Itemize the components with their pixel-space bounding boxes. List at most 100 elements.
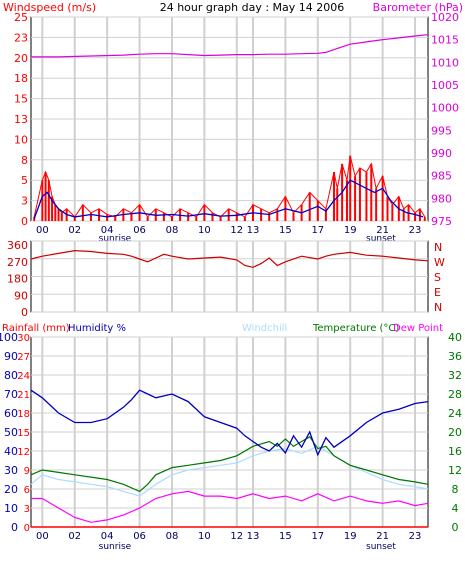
direction-tick-label: 360 xyxy=(7,239,28,252)
hour-tick-label: 17 xyxy=(311,225,324,236)
rainfall-tick-label: 15 xyxy=(17,428,30,439)
hour-tick-label: 00 xyxy=(36,225,49,236)
temperature-tick-label: 32 xyxy=(448,369,462,382)
barometer-right-ticks: 975 980 985 990 995 1000 1005 1010 1015 1020 xyxy=(431,11,459,228)
temperature-tick-label: 40 xyxy=(448,331,462,344)
temperature-tick-label: 24 xyxy=(448,407,462,420)
compass-label: W xyxy=(434,256,445,269)
windchill-line xyxy=(30,445,429,497)
rain-ticks: 0 3 6 9 12 15 18 21 24 27 30 xyxy=(17,333,30,534)
temperature-tick-label: 4 xyxy=(452,502,459,515)
humidity-tick-label: 100 xyxy=(0,331,18,344)
humidity-tick-label: 70 xyxy=(4,388,18,401)
hour-tick-label: 06 xyxy=(133,225,146,236)
windspeed-tick-label: 15 xyxy=(14,93,28,106)
humidity-tick-label: 80 xyxy=(4,369,18,382)
rainfall-tick-label: 18 xyxy=(17,409,30,420)
hour-tick-label: 08 xyxy=(166,225,179,236)
compass-label: N xyxy=(434,301,442,314)
humidity-tick-label: 50 xyxy=(4,426,18,439)
windspeed-tick-label: 10 xyxy=(14,133,28,146)
wind-left-ticks: 0 3 5 8 10 13 15 18 20 23 25 xyxy=(14,11,28,228)
barometer-tick-label: 1000 xyxy=(431,102,459,115)
temperature-panel-series xyxy=(30,389,429,528)
rainfall-tick-label: 9 xyxy=(24,466,30,477)
humidity-line xyxy=(30,389,429,457)
windspeed-tick-label: 25 xyxy=(14,11,28,24)
sunset-label-bottom: sunset xyxy=(366,542,396,552)
hour-tick-label: 10 xyxy=(198,225,211,236)
direction-tick-label: 90 xyxy=(14,289,28,302)
rainfall-axis-label: Rainfall (mm) xyxy=(2,323,70,334)
windspeed-tick-label: 13 xyxy=(14,113,28,126)
windspeed-axis-label: Windspeed (m/s) xyxy=(3,1,96,14)
compass-label: E xyxy=(434,286,441,299)
temperature-tick-label: 0 xyxy=(452,521,459,534)
direction-series xyxy=(30,249,429,268)
humidity-tick-label: 0 xyxy=(11,521,18,534)
hour-tick-label: 12 xyxy=(230,531,243,542)
humidity-left-ticks: 0 10 20 30 40 50 60 70 80 90 100 xyxy=(0,331,18,534)
hour-tick-label: 21 xyxy=(376,531,389,542)
windspeed-tick-label: 18 xyxy=(14,72,28,85)
hour-tick-label: 19 xyxy=(344,531,357,542)
hour-tick-label: 15 xyxy=(279,531,292,542)
rainfall-tick-label: 24 xyxy=(17,371,30,382)
barometer-line xyxy=(31,34,429,58)
rainfall-tick-label: 3 xyxy=(24,504,30,515)
direction-tick-label: 0 xyxy=(21,306,28,319)
direction-left-ticks: 0 90 180 270 360 xyxy=(7,239,28,319)
humidity-tick-label: 20 xyxy=(4,483,18,496)
temperature-tick-label: 20 xyxy=(448,426,462,439)
hour-tick-label: 02 xyxy=(68,225,81,236)
hour-tick-label: 12 xyxy=(230,225,243,236)
humidity-tick-label: 10 xyxy=(4,502,18,515)
barometer-tick-label: 975 xyxy=(431,215,452,228)
temperature-x-ticks: 00 02 04 06 08 10 12 13 15 17 19 21 23 xyxy=(36,531,421,542)
temperature-tick-label: 16 xyxy=(448,445,462,458)
hour-tick-label: 08 xyxy=(166,531,179,542)
hour-tick-label: 23 xyxy=(409,531,422,542)
windspeed-tick-label: 20 xyxy=(14,52,28,65)
barometer-tick-label: 1015 xyxy=(431,34,459,47)
wind-average-line xyxy=(33,179,424,219)
barometer-axis-label: Barometer (hPa) xyxy=(373,1,463,14)
humidity-tick-label: 30 xyxy=(4,464,18,477)
hour-tick-label: 15 xyxy=(279,225,292,236)
temperature-tick-label: 8 xyxy=(452,483,459,496)
temperature-right-ticks: 0 4 8 12 16 20 24 28 32 36 40 xyxy=(448,331,462,534)
rainfall-tick-label: 30 xyxy=(17,333,30,344)
hour-tick-label: 19 xyxy=(344,225,357,236)
barometer-tick-label: 980 xyxy=(431,192,452,205)
hour-tick-label: 13 xyxy=(247,531,260,542)
chart-title: 24 hour graph day : May 14 2006 xyxy=(160,1,345,14)
humidity-tick-label: 60 xyxy=(4,407,18,420)
hour-tick-label: 10 xyxy=(198,531,211,542)
rainfall-tick-label: 6 xyxy=(24,485,30,496)
direction-tick-label: 270 xyxy=(7,256,28,269)
hour-tick-label: 04 xyxy=(101,225,114,236)
windchill-axis-label: Windchill xyxy=(242,323,287,334)
wind-direction-line xyxy=(30,249,429,268)
rainfall-tick-label: 21 xyxy=(17,390,30,401)
hour-tick-label: 04 xyxy=(101,531,114,542)
dewpoint-line xyxy=(31,490,429,523)
rainfall-tick-label: 0 xyxy=(24,523,30,534)
hour-tick-label: 17 xyxy=(311,531,324,542)
hour-tick-label: 21 xyxy=(376,225,389,236)
temperature-tick-label: 28 xyxy=(448,388,462,401)
sunrise-label-top: sunrise xyxy=(99,234,132,244)
temperature-axis-label: Temperature (°C) xyxy=(312,323,399,334)
windspeed-tick-label: 23 xyxy=(14,31,28,44)
barometer-tick-label: 1020 xyxy=(431,11,459,24)
rainfall-tick-label: 12 xyxy=(17,447,30,458)
temperature-tick-label: 36 xyxy=(448,350,462,363)
rainfall-tick-label: 27 xyxy=(17,352,30,363)
barometer-tick-label: 985 xyxy=(431,170,452,183)
direction-tick-label: 180 xyxy=(7,273,28,286)
windspeed-tick-label: 0 xyxy=(21,215,28,228)
sunset-label-top: sunset xyxy=(366,234,396,244)
